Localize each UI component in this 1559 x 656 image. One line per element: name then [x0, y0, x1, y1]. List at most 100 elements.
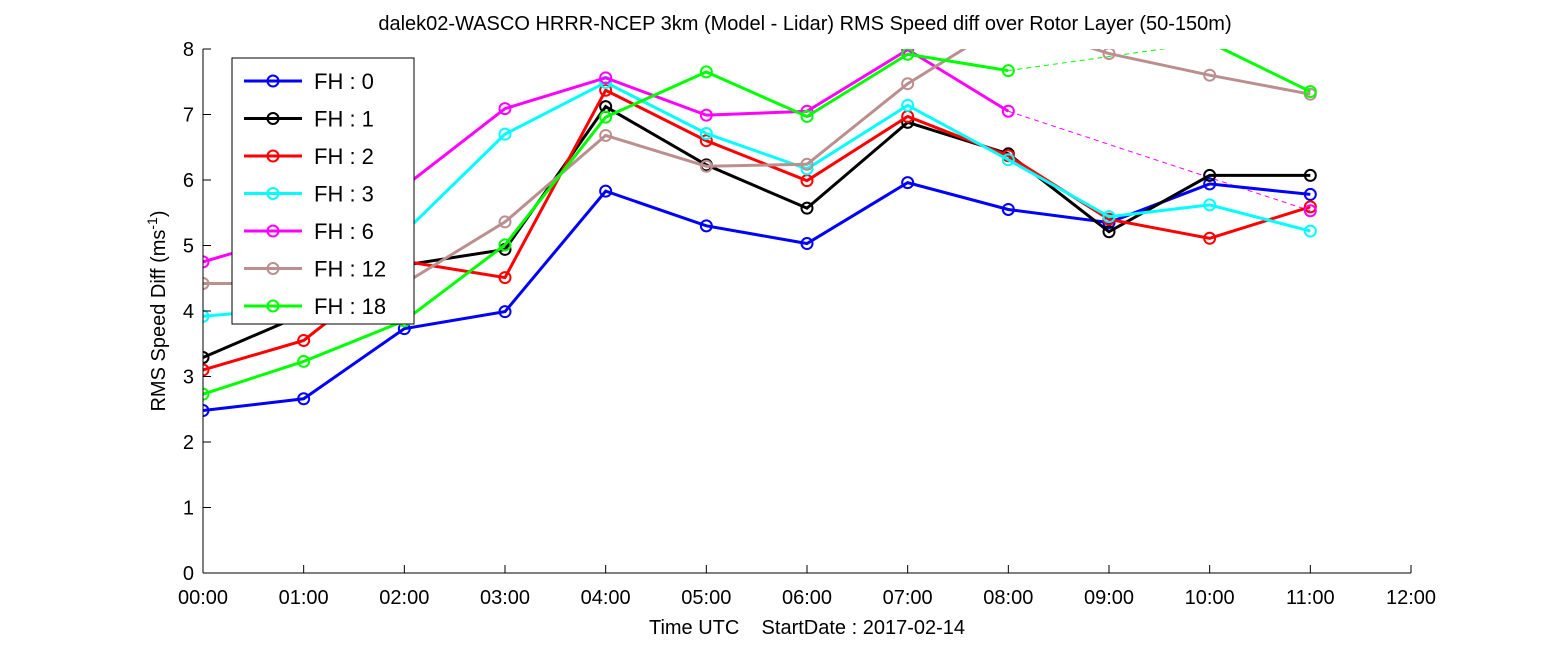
series-point [203, 363, 210, 377]
legend-marker [266, 224, 280, 238]
legend-entry: FH : 1 [314, 107, 374, 132]
series-point [498, 215, 512, 229]
series-point [901, 77, 915, 91]
legend: FH : 0 FH : 1 FH : 2 FH : 3 FH : 6 FH : 12 FH … [231, 57, 415, 325]
legend-entry: FH : 18 [314, 294, 386, 319]
legend-marker [266, 187, 280, 200]
y-tick-label: 2 [183, 432, 194, 454]
y-axis-label-group: RMS Speed Diff (ms-1) [144, 210, 170, 411]
series-point [599, 71, 613, 85]
x-tick-label: 10:00 [1185, 587, 1235, 609]
x-tick-label: 04:00 [581, 587, 631, 609]
y-tick-label: 8 [183, 39, 194, 61]
x-tick-label: 08:00 [983, 587, 1033, 609]
series-point [498, 102, 512, 116]
series-point [901, 49, 915, 61]
series-point [901, 98, 915, 112]
series-point [800, 109, 814, 123]
x-axis-label: Time UTC StartDate : 2017-02-14 [649, 617, 965, 639]
series-point [203, 404, 210, 418]
legend-entry: FH : 2 [314, 144, 374, 169]
x-tick-label: 11:00 [1286, 587, 1335, 609]
x-ticks: 00:00 01:00 02:00 03:00 04:00 05:00 06:00 07:00… [178, 565, 1436, 609]
series-point [1303, 224, 1317, 238]
series-point [203, 276, 210, 290]
y-tick-label: 4 [183, 301, 194, 323]
series-point [1303, 187, 1317, 201]
gap-connector [1008, 49, 1167, 72]
gap-connector [1008, 110, 1311, 212]
series-point [1001, 202, 1015, 216]
series-point [1303, 85, 1317, 99]
series-point [498, 238, 512, 252]
legend-entry: FH : 6 [314, 219, 374, 244]
x-tick-label: 09:00 [1084, 587, 1134, 609]
y-axis-label-close: ) [148, 210, 170, 217]
series-point [203, 387, 210, 401]
y-tick-label: 1 [183, 498, 194, 520]
series-point [1303, 168, 1317, 182]
y-axis-label-main: RMS Speed Diff (ms [148, 230, 170, 412]
legend-marker [266, 299, 280, 313]
x-tick-label: 12:00 [1386, 587, 1436, 609]
series-point [297, 392, 311, 406]
y-axis-label-superscript: -1 [144, 217, 160, 230]
series-point [1001, 64, 1015, 78]
series-point [599, 128, 613, 142]
legend-marker [266, 74, 280, 88]
series-point [498, 127, 512, 141]
series-point [699, 126, 713, 140]
y-tick-label: 7 [183, 105, 194, 127]
series-point [599, 83, 613, 97]
x-tick-label: 07:00 [883, 587, 933, 609]
series-point [1203, 231, 1217, 245]
series-point [297, 333, 311, 347]
series-point [1303, 204, 1317, 218]
x-tick-label: 01:00 [279, 587, 329, 609]
legend-entry: FH : 3 [314, 182, 374, 207]
series-point [1001, 153, 1015, 167]
series-point [203, 351, 210, 365]
y-ticks: 0 1 2 3 4 5 6 7 8 [183, 39, 211, 585]
x-tick-label: 02:00 [379, 587, 429, 609]
series-point [1102, 49, 1116, 61]
series-point [1203, 177, 1217, 191]
series-line [203, 52, 1009, 396]
x-tick-label: 03:00 [480, 587, 530, 609]
series-point [800, 201, 814, 215]
series-point [297, 354, 311, 368]
y-axis-label: RMS Speed Diff (ms-1) [144, 210, 170, 411]
series-point [1203, 68, 1217, 82]
legend-marker [266, 149, 280, 163]
x-tick-label: 05:00 [681, 587, 731, 609]
series-point [1203, 168, 1217, 182]
series-point [599, 110, 613, 124]
series-point [699, 159, 713, 173]
x-tick-label: 00:00 [178, 587, 228, 609]
series-point [1102, 225, 1116, 239]
series-point [800, 157, 814, 171]
series-point [203, 309, 210, 323]
legend-entry: FH : 12 [314, 257, 386, 282]
series-point [1203, 198, 1217, 212]
series-point [699, 65, 713, 79]
legend-marker [266, 112, 280, 125]
series-point [1303, 200, 1317, 214]
chart-title: dalek02-WASCO HRRR-NCEP 3km (Model - Lid… [378, 13, 1231, 35]
series-point [498, 271, 512, 285]
series-point [599, 184, 613, 198]
series-point [699, 219, 713, 233]
series-point [1001, 104, 1015, 118]
series-point [699, 134, 713, 148]
series-point [800, 237, 814, 251]
series-point [1102, 210, 1116, 224]
legend-marker [266, 262, 280, 275]
series-point [699, 108, 713, 122]
series-line [1219, 49, 1311, 93]
y-tick-label: 3 [183, 367, 194, 389]
series-point [498, 305, 512, 319]
y-tick-label: 6 [183, 170, 194, 192]
legend-box [231, 57, 415, 325]
y-tick-label: 5 [183, 236, 194, 258]
